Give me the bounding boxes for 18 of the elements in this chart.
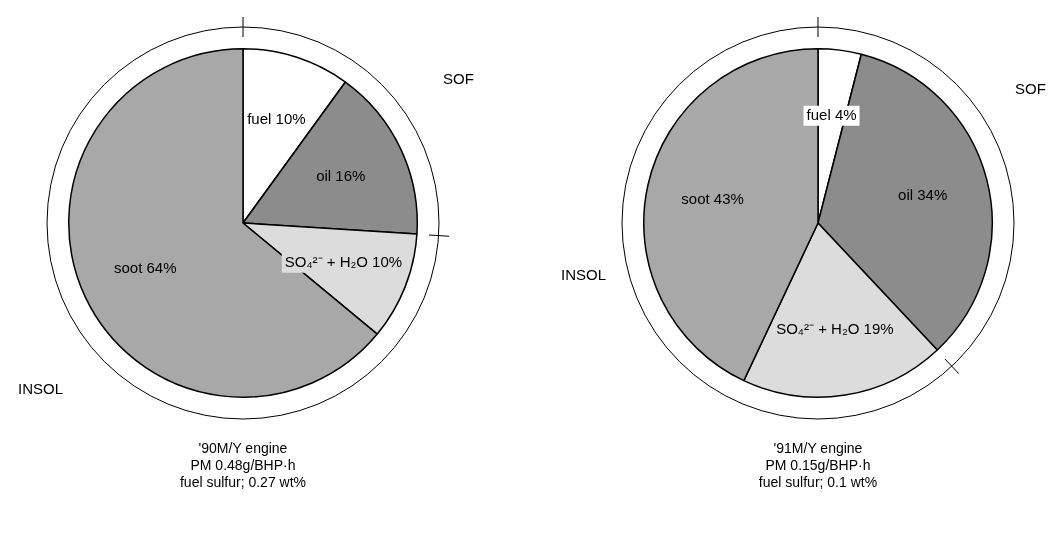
slice-label: SO₄²⁻ + H₂O 10% (284, 252, 403, 270)
text: '90M/Y engine (197, 440, 289, 457)
slice-label: fuel 10% (247, 110, 306, 128)
slice-label: oil 16% (316, 167, 366, 185)
text: INSOL (561, 266, 607, 283)
slice-label: fuel 4% (806, 105, 857, 123)
text: SOF (1015, 80, 1046, 97)
slice-label: soot 64% (113, 259, 177, 277)
text: PM 0.48g/BHP·h (189, 457, 297, 474)
text: INSOL (18, 380, 64, 397)
text: fuel sulfur; 0.27 wt% (178, 474, 308, 491)
slice-label: soot 43% (681, 189, 744, 207)
text: SOF (443, 70, 474, 87)
text: '91M/Y engine (772, 440, 864, 457)
text: PM 0.15g/BHP·h (764, 457, 872, 474)
slice-label: SO₄²⁻ + H₂O 19% (776, 319, 894, 337)
slice-label: oil 34% (898, 186, 948, 204)
text: fuel sulfur; 0.1 wt% (757, 474, 879, 491)
